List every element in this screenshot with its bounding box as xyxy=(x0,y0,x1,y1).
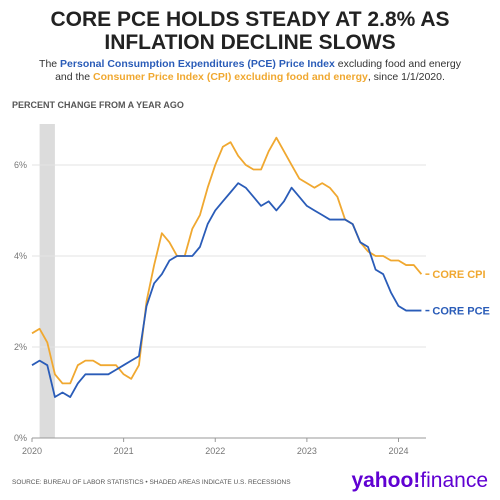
y-axis-label: PERCENT CHANGE FROM A YEAR AGO xyxy=(12,100,184,110)
subtitle-part: , since 1/1/2020. xyxy=(367,71,445,83)
logo: yahoo!finance xyxy=(351,469,488,492)
title-line: INFLATION DECLINE SLOWS xyxy=(104,31,396,54)
x-tick-label: 2021 xyxy=(114,446,134,456)
subtitle: The Personal Consumption Expenditures (P… xyxy=(30,58,470,84)
source: SOURCE: BUREAU OF LABOR STATISTICS • SHA… xyxy=(12,479,291,486)
logo-part: yahoo! xyxy=(351,469,420,492)
x-tick-label: 2023 xyxy=(297,446,317,456)
subtitle-part: excluding food and energy and the xyxy=(55,58,461,83)
subtitle-part: The xyxy=(39,58,61,70)
subtitle-part: Personal Consumption Expenditures (PCE) … xyxy=(60,58,335,70)
subtitle-part: Consumer Price Index (CPI) excluding foo… xyxy=(93,71,368,83)
logo-part: finance xyxy=(420,469,488,492)
x-tick-label: 2020 xyxy=(22,446,42,456)
y-tick-label: 0% xyxy=(14,433,27,443)
x-tick-label: 2022 xyxy=(205,446,225,456)
series-label: CORE CPI xyxy=(432,269,485,281)
title-line: CORE PCE HOLDS STEADY AT 2.8% AS xyxy=(50,8,450,31)
series-line xyxy=(31,182,422,398)
y-tick-label: 2% xyxy=(14,342,27,352)
x-tick-label: 2024 xyxy=(388,446,408,456)
y-tick-label: 6% xyxy=(14,160,27,170)
title: CORE PCE HOLDS STEADY AT 2.8% AS INFLATI… xyxy=(0,8,500,54)
series-label: CORE PCE xyxy=(432,306,489,318)
y-tick-label: 4% xyxy=(14,251,27,261)
